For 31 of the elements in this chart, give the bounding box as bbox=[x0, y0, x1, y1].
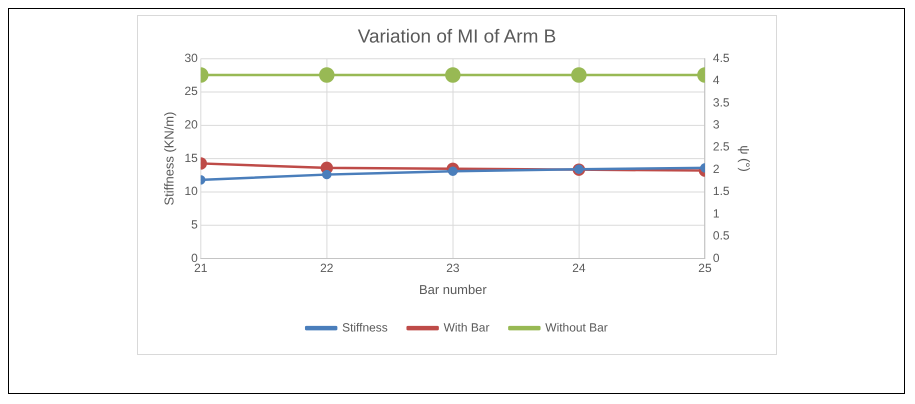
point bbox=[318, 67, 334, 83]
y-tick-label: 10 bbox=[184, 184, 198, 198]
legend-label: Without Bar bbox=[544, 320, 608, 334]
x-axis-title: Bar number bbox=[418, 282, 487, 298]
y-tick-label: 5 bbox=[190, 218, 198, 232]
point bbox=[448, 166, 458, 176]
legend-label: With Bar bbox=[443, 320, 489, 334]
chart-title: Variation of MI of Arm B bbox=[357, 26, 556, 48]
y2-tick-label: 0.5 bbox=[712, 228, 730, 243]
y2-tick-label: 1 bbox=[712, 206, 720, 220]
y-tick-label: 25 bbox=[184, 84, 198, 98]
y-axis-title: Stiffness (KN/m) bbox=[160, 112, 176, 206]
y2-tick-label: 4.5 bbox=[712, 50, 730, 65]
legend-label: Stiffness bbox=[342, 320, 388, 334]
x-tick-label: 24 bbox=[572, 261, 586, 275]
point bbox=[444, 67, 460, 83]
x-tick-label: 22 bbox=[320, 261, 334, 275]
point bbox=[322, 170, 332, 180]
x-tick-label: 23 bbox=[446, 261, 460, 275]
y2-tick-label: 3 bbox=[712, 118, 720, 132]
y-tick-label: 30 bbox=[184, 50, 198, 65]
y2-tick-label: 4 bbox=[712, 73, 720, 88]
y2-tick-label: 0 bbox=[712, 250, 720, 265]
x-tick-label: 25 bbox=[698, 261, 712, 275]
y2-tick-label: 1.5 bbox=[712, 184, 730, 198]
y2-tick-label: 3.5 bbox=[712, 95, 730, 110]
y2-axis-title: ψ (°) bbox=[737, 145, 752, 172]
y2-tick-label: 2.5 bbox=[712, 140, 730, 154]
y-tick-label: 15 bbox=[184, 150, 198, 165]
y-tick-label: 20 bbox=[184, 118, 198, 132]
y2-tick-label: 2 bbox=[712, 162, 720, 176]
